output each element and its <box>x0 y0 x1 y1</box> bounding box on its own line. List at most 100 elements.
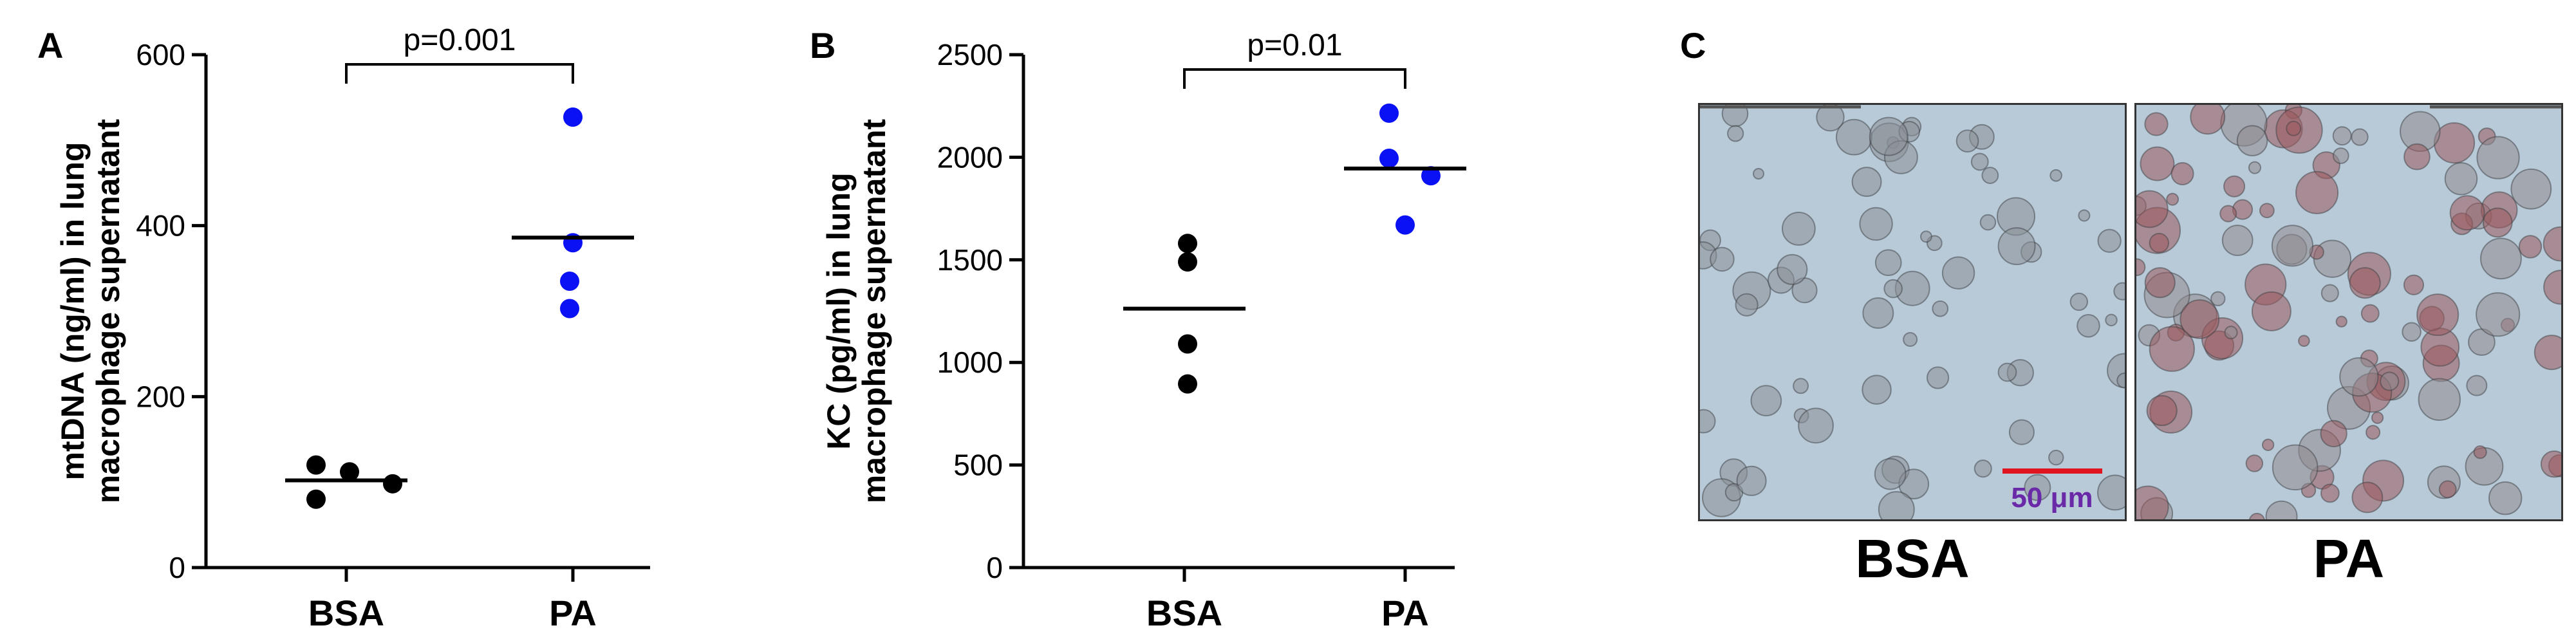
cell-shape <box>1919 230 1932 243</box>
y-axis-label-line2: macrophage supernatant <box>90 118 126 503</box>
cell-shape <box>1883 279 1903 299</box>
micrograph-pa-image <box>2136 105 2561 519</box>
cell-shape <box>2146 394 2178 427</box>
cell-shape <box>2048 449 2064 466</box>
cell-shape <box>1710 246 1735 272</box>
x-tick-label-pa: PA <box>1381 593 1429 633</box>
cell-shape <box>2449 195 2485 231</box>
cell-shape <box>2105 313 2118 327</box>
data-point-bsa <box>1178 252 1197 272</box>
y-tick-label: 1500 <box>937 243 1003 277</box>
cell-shape <box>2540 450 2561 478</box>
cell-shape <box>2416 293 2459 337</box>
cell-shape <box>2351 481 2384 514</box>
cell-shape <box>1878 491 1915 519</box>
y-tick-label: 0 <box>169 551 185 584</box>
cell-shape <box>2136 485 2169 519</box>
y-tick-label: 400 <box>136 209 185 243</box>
cell-shape <box>2219 205 2237 223</box>
significance-label: p=0.001 <box>404 23 516 57</box>
cell-shape <box>2024 474 2051 501</box>
y-axis-label-line2: macrophage supernatant <box>856 118 892 503</box>
cell-shape <box>2136 190 2169 228</box>
x-tick-label-pa: PA <box>549 593 597 633</box>
cell-shape <box>2534 335 2561 371</box>
cell-shape <box>2113 282 2125 301</box>
cell-shape <box>2116 372 2125 389</box>
cell-shape <box>2438 480 2457 499</box>
data-point-bsa <box>1178 334 1197 354</box>
cell-shape <box>2332 126 2352 146</box>
chart-b-kc: 0 500 1000 1500 2000 2500 BSA PA KC (pg/ml) in l… <box>821 28 1466 633</box>
cell-shape <box>2349 267 2381 299</box>
cell-shape <box>2543 226 2561 262</box>
cell-shape <box>2418 378 2461 421</box>
cell-shape <box>1997 362 2017 382</box>
data-point-pa <box>560 272 579 292</box>
cell-shape <box>2245 454 2264 472</box>
cell-shape <box>1781 212 1816 246</box>
significance-label: p=0.01 <box>1247 28 1342 62</box>
significance-bracket <box>1183 68 1406 89</box>
significance-bracket <box>345 63 574 84</box>
cell-shape <box>1869 116 1909 156</box>
y-axis-label-line1: KC (pg/ml) in lung <box>821 172 857 449</box>
cell-shape <box>1974 459 1992 478</box>
cell-shape <box>1700 409 1716 434</box>
cell-shape <box>1981 167 1999 184</box>
data-point-bsa <box>306 455 326 475</box>
scale-bar-label: 50 μm <box>2011 482 2093 514</box>
cell-shape <box>2476 136 2520 180</box>
cell-shape <box>1955 129 1979 153</box>
cell-shape <box>2466 375 2488 396</box>
cell-shape <box>1735 293 1759 317</box>
cell-shape <box>2248 512 2265 519</box>
data-point-pa <box>560 299 579 319</box>
cell-shape <box>2097 474 2125 511</box>
data-point-bsa <box>383 474 402 494</box>
cell-shape <box>2223 175 2246 198</box>
cell-shape <box>1874 249 1902 277</box>
cell-shape <box>2298 335 2310 347</box>
cell-shape <box>2210 291 2226 306</box>
chart-a-mtdna: 0 200 400 600 BSA PA mtDNA (ng/ml) in lung macr… <box>55 23 650 633</box>
cell-shape <box>1736 465 1767 496</box>
data-point-pa <box>563 107 583 127</box>
cell-shape <box>1859 207 1893 241</box>
cell-shape <box>2339 357 2379 397</box>
cell-shape <box>1862 375 1892 405</box>
cell-shape <box>2236 125 2268 156</box>
cell-shape <box>2366 425 2381 440</box>
cell-shape <box>2295 171 2339 214</box>
cell-shape <box>2403 274 2425 295</box>
cell-shape <box>2261 438 2275 452</box>
cell-shape <box>1979 214 1997 231</box>
cell-shape <box>2248 161 2262 174</box>
cell-shape <box>2444 162 2478 196</box>
cell-shape <box>1903 331 1918 347</box>
cell-shape <box>2144 112 2169 136</box>
cell-shape <box>2380 371 2400 391</box>
cell-shape <box>2332 147 2349 164</box>
y-tick-label: 0 <box>986 551 1003 584</box>
cell-shape <box>1970 153 1989 171</box>
data-point-bsa <box>340 462 359 482</box>
cell-shape <box>2224 326 2238 340</box>
micrograph-pa <box>2134 103 2563 521</box>
cell-shape <box>2144 267 2176 299</box>
scale-bar <box>2002 468 2102 474</box>
cell-shape <box>2259 203 2275 219</box>
cell-shape <box>2320 284 2339 302</box>
cell-shape <box>2166 192 2179 206</box>
cell-shape <box>2179 299 2220 339</box>
data-point-pa <box>1379 148 1399 168</box>
y-tick-label: 500 <box>953 449 1003 482</box>
cell-shape <box>1816 105 1845 132</box>
panel-letter-a: A <box>37 25 64 66</box>
cell-shape <box>2335 315 2347 328</box>
cell-shape <box>1932 300 1949 317</box>
cell-shape <box>2482 207 2513 238</box>
data-point-pa <box>1395 215 1415 235</box>
cell-shape <box>2140 146 2175 181</box>
cell-shape <box>2272 444 2319 491</box>
